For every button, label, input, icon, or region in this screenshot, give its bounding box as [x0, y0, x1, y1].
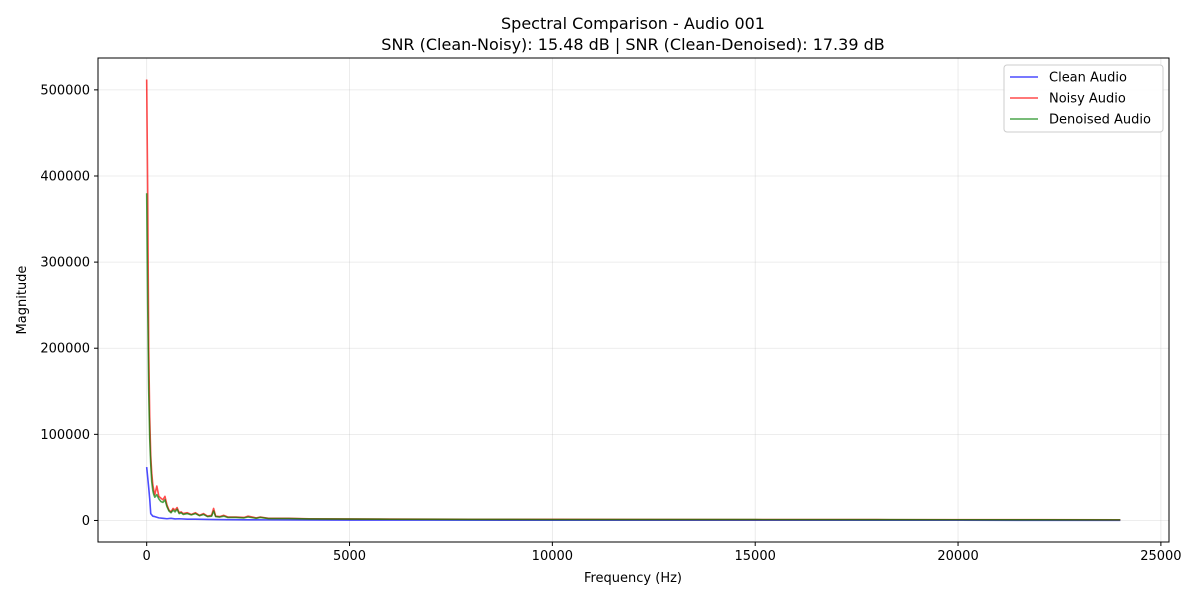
series-line-denoised-audio: [145, 193, 1121, 521]
x-axis-label: Frequency (Hz): [584, 571, 682, 586]
x-tick-label: 20000: [937, 549, 978, 564]
legend-label-clean-audio: Clean Audio: [1049, 71, 1127, 86]
series-line-clean-audio: [145, 466, 1121, 522]
y-tick-label: 200000: [40, 342, 90, 357]
chart-subtitle: SNR (Clean-Noisy): 15.48 dB | SNR (Clean…: [381, 35, 884, 54]
legend-label-noisy-audio: Noisy Audio: [1049, 92, 1126, 107]
x-tick-label: 0: [143, 549, 151, 564]
y-tick-label: 300000: [40, 256, 90, 271]
x-axis: 0 5000 10000 15000 20000 25000: [143, 542, 1182, 564]
y-tick-label: 400000: [40, 169, 90, 184]
y-tick-label: 0: [82, 514, 90, 529]
x-tick-label: 25000: [1140, 549, 1181, 564]
chart-title: Spectral Comparison - Audio 001: [501, 14, 765, 33]
legend-box: [1003, 64, 1164, 133]
legend-label-denoised-audio: Denoised Audio: [1049, 113, 1151, 128]
legend: Clean Audio Noisy Audio Denoised Audio: [1003, 64, 1164, 133]
y-axis-label: Magnitude: [15, 266, 30, 335]
x-tick-label: 15000: [735, 549, 776, 564]
y-tick-label: 100000: [40, 428, 90, 443]
y-axis: 0 100000 200000 300000 400000 500000: [40, 83, 98, 529]
x-tick-label: 10000: [532, 549, 573, 564]
y-tick-label: 500000: [40, 83, 90, 98]
x-tick-label: 5000: [333, 549, 366, 564]
plot-frame: [97, 57, 1170, 543]
plot-series: [145, 79, 1121, 522]
